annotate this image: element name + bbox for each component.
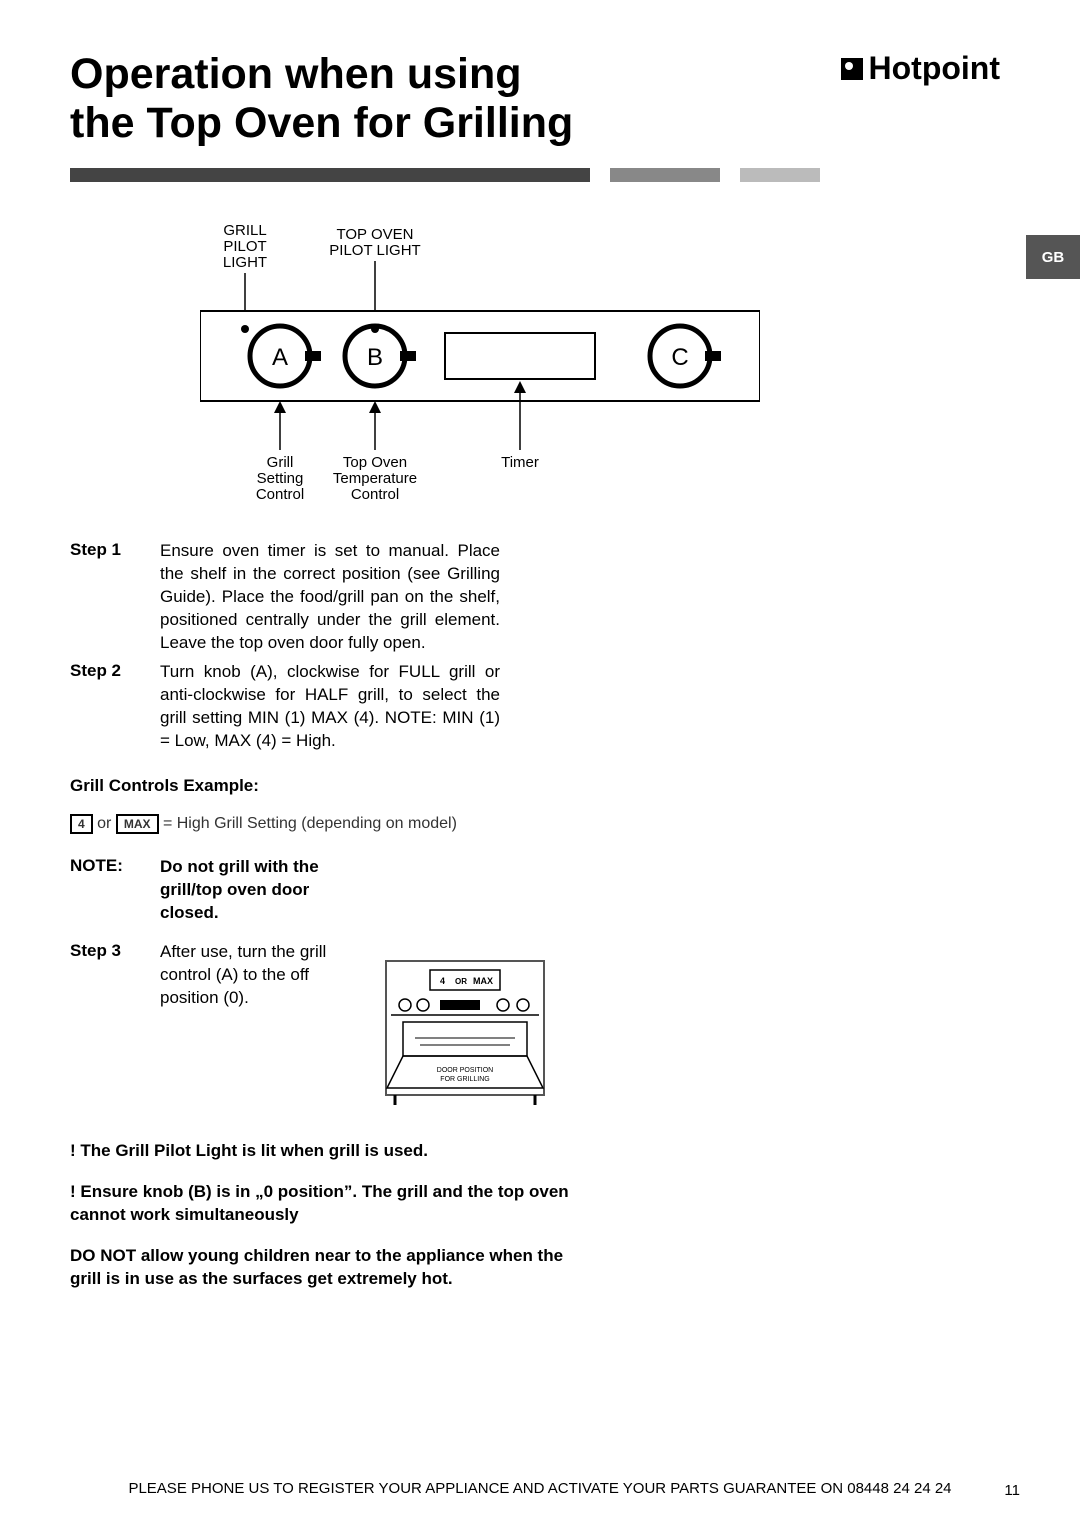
illus-max: MAX: [473, 976, 493, 986]
page-number: 11: [1004, 1482, 1020, 1499]
note-label: NOTE:: [70, 856, 160, 925]
step-3: Step 3 After use, turn the grill control…: [70, 941, 670, 1010]
glyph-max: MAX: [116, 814, 159, 834]
example-text: = High Grill Setting (depending on model…: [163, 816, 457, 833]
grill-setting-label: Setting: [257, 470, 304, 487]
brand-mark-icon: [841, 58, 863, 80]
step-label: Step 3: [70, 941, 160, 1010]
knob-a-label: A: [272, 344, 288, 371]
footer-text: PLEASE PHONE US TO REGISTER YOUR APPLIAN…: [0, 1480, 1080, 1497]
door-pos-1: DOOR POSITION: [437, 1067, 493, 1074]
locale-tab: GB: [1026, 235, 1080, 279]
decorative-stripe: [610, 168, 720, 182]
step-text: Turn knob (A), clockwise for FULL grill …: [160, 661, 500, 753]
top-oven-pilot-label: PILOT LIGHT: [329, 242, 420, 259]
warning-2: ! Ensure knob (B) is in „0 position”. Th…: [70, 1181, 590, 1227]
knob-c-label: C: [671, 344, 688, 371]
oven-illustration: 4 OR MAX DOOR POSITION FOR GRILLING: [385, 960, 545, 1130]
example-line: 4 or MAX = High Grill Setting (depending…: [70, 814, 670, 834]
grill-pilot-label: GRILL: [223, 222, 266, 239]
grill-pilot-label: LIGHT: [223, 254, 267, 271]
glyph-4: 4: [70, 814, 93, 834]
warning-1: ! The Grill Pilot Light is lit when gril…: [70, 1140, 590, 1163]
brand-name: Hotpoint: [869, 50, 1001, 87]
step-label: Step 2: [70, 661, 160, 753]
decorative-stripe: [70, 168, 590, 182]
door-pos-2: FOR GRILLING: [440, 1076, 489, 1083]
note-text: Do not grill with the grill/top oven doo…: [160, 856, 340, 925]
grill-pilot-label: PILOT: [223, 238, 266, 255]
title-line-2: the Top Oven for Grilling: [70, 99, 573, 147]
top-oven-temp-label: Temperature: [333, 470, 417, 487]
top-oven-pilot-label: TOP OVEN: [337, 226, 414, 243]
grill-setting-label: Control: [256, 486, 304, 503]
step-2: Step 2 Turn knob (A), clockwise for FULL…: [70, 661, 670, 753]
illus-or: OR: [455, 977, 467, 986]
control-panel-diagram: GRILL PILOT LIGHT TOP OVEN PILOT LIGHT A…: [200, 215, 760, 515]
illus-4: 4: [440, 976, 445, 986]
brand-logo: Hotpoint: [841, 50, 1001, 87]
decorative-stripe: [740, 168, 820, 182]
title-line-1: Operation when using: [70, 50, 522, 98]
grill-controls-heading: Grill Controls Example:: [70, 776, 670, 796]
top-oven-temp-label: Control: [351, 486, 399, 503]
note-row: NOTE: Do not grill with the grill/top ov…: [70, 856, 670, 925]
timer-label: Timer: [501, 454, 539, 471]
step-label: Step 1: [70, 540, 160, 655]
top-oven-temp-label: Top Oven: [343, 454, 407, 471]
step-text: Ensure oven timer is set to manual. Plac…: [160, 540, 500, 655]
step-text: After use, turn the grill control (A) to…: [160, 941, 340, 1010]
grill-setting-label: Grill: [267, 454, 294, 471]
knob-b-label: B: [367, 344, 383, 371]
glyph-or: or: [97, 816, 111, 833]
locale-label: GB: [1042, 249, 1065, 266]
warning-block: ! The Grill Pilot Light is lit when gril…: [70, 1140, 590, 1291]
warning-3: DO NOT allow young children near to the …: [70, 1245, 590, 1291]
step-1: Step 1 Ensure oven timer is set to manua…: [70, 540, 670, 655]
